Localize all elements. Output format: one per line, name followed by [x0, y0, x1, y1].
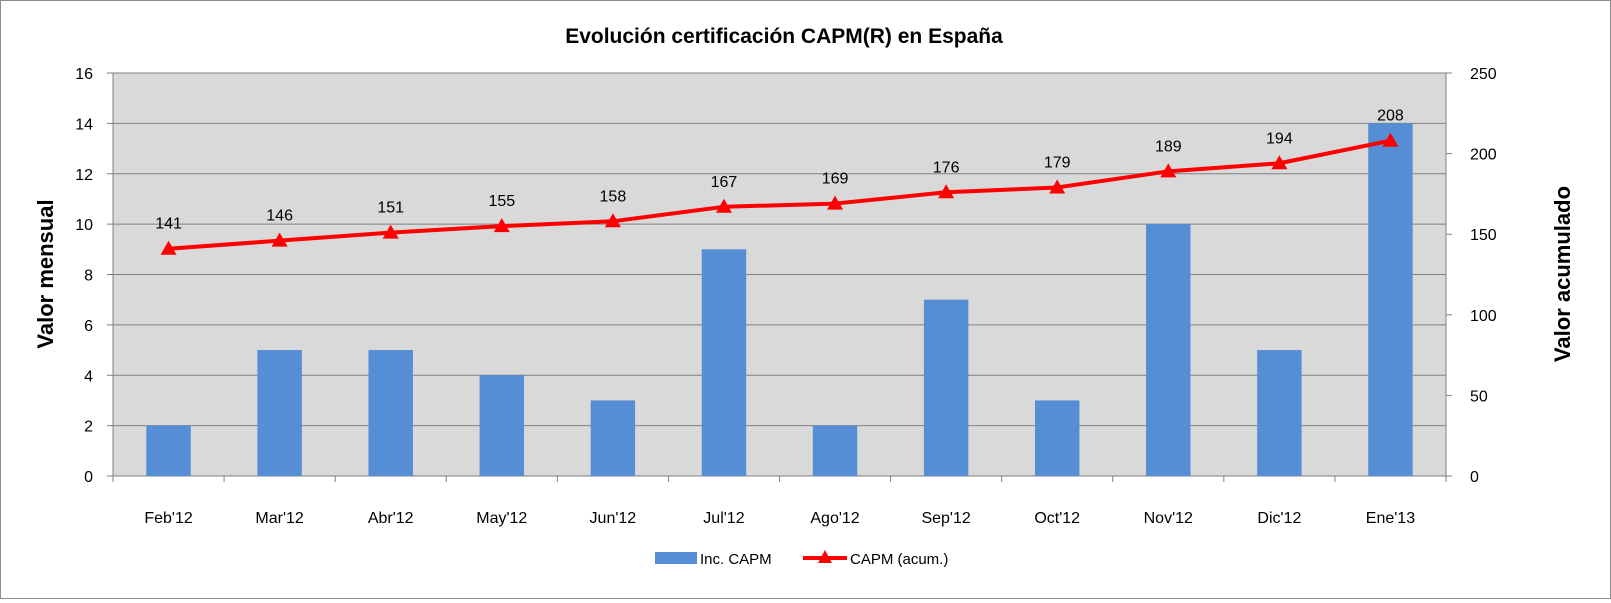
- line-marker: [1049, 179, 1066, 194]
- right-tick-label: 0: [1470, 469, 1479, 486]
- category-label: Abr'12: [368, 510, 414, 527]
- line-data-label: 141: [155, 216, 182, 233]
- line-marker: [715, 198, 732, 213]
- left-tick-label: 8: [84, 268, 93, 285]
- left-tick-label: 2: [84, 419, 93, 436]
- left-tick-label: 14: [75, 116, 93, 133]
- line-data-label: 167: [711, 174, 738, 191]
- line-marker: [382, 224, 399, 239]
- bar: [1257, 350, 1302, 476]
- line-marker: [160, 240, 177, 255]
- left-tick-label: 4: [84, 368, 93, 385]
- left-tick-label: 0: [84, 469, 93, 486]
- category-label: Sep'12: [921, 510, 970, 527]
- category-label: Ene'13: [1366, 510, 1415, 527]
- category-label: Oct'12: [1034, 510, 1080, 527]
- category-label: Dic'12: [1257, 510, 1301, 527]
- line-marker: [1271, 155, 1288, 170]
- line-marker: [604, 213, 621, 228]
- right-tick-label: 200: [1470, 147, 1497, 164]
- category-label: Feb'12: [144, 510, 193, 527]
- legend-bar-swatch: [655, 552, 697, 564]
- category-label: Ago'12: [810, 510, 859, 527]
- bar: [1146, 224, 1191, 476]
- bar: [479, 375, 525, 476]
- bar: [1034, 400, 1080, 476]
- bar: [590, 400, 636, 476]
- left-tick-label: 16: [75, 66, 93, 83]
- category-label: May'12: [476, 510, 527, 527]
- bar: [368, 350, 413, 476]
- line-marker: [493, 218, 510, 233]
- line-data-label: 169: [822, 171, 849, 188]
- right-axis-title: Valor acumulado: [1550, 186, 1575, 362]
- category-label: Nov'12: [1144, 510, 1193, 527]
- legend: Inc. CAPM CAPM (acum.): [655, 550, 948, 568]
- bar: [257, 350, 302, 476]
- right-tick-label: 50: [1470, 388, 1488, 405]
- line-marker: [1382, 132, 1399, 147]
- line-data-label: 155: [488, 193, 515, 210]
- right-tick-label: 250: [1470, 66, 1497, 83]
- line-data-label: 176: [933, 159, 960, 176]
- category-label: Mar'12: [255, 510, 304, 527]
- bar: [701, 249, 747, 476]
- line-data-label: 158: [600, 188, 627, 205]
- left-axis-title: Valor mensual: [33, 199, 58, 348]
- left-tick-label: 12: [75, 167, 93, 184]
- bar: [1368, 123, 1413, 476]
- right-axis-ticks: 0 50 100 150 200 250: [1446, 66, 1497, 486]
- bar: [923, 299, 969, 476]
- line-data-labels: 141 146 151 155 158 167 169 176 179 189 194 208: [155, 108, 1404, 233]
- left-tick-label: 10: [75, 217, 93, 234]
- category-label: Jun'12: [590, 510, 637, 527]
- line-data-label: 179: [1044, 154, 1071, 171]
- category-label: Jul'12: [703, 510, 744, 527]
- category-axis-labels: Feb'12 Mar'12 Abr'12 May'12 Jun'12 Jul'12 Ago'…: [112, 476, 1447, 527]
- line-marker: [827, 195, 844, 210]
- right-tick-label: 150: [1470, 227, 1497, 244]
- line-marker: [1160, 163, 1177, 178]
- line-marker: [271, 232, 288, 247]
- left-axis-ticks: 0 2 4 6 8 10 12 14 16: [75, 66, 113, 486]
- right-tick-label: 100: [1470, 308, 1497, 325]
- line-path: [168, 138, 1391, 251]
- line-series: [160, 132, 1399, 255]
- bar-series: [146, 123, 1413, 476]
- chart-title: Evolución certificación CAPM(R) en Españ…: [565, 25, 1003, 48]
- legend-line-label: CAPM (acum.): [850, 551, 948, 568]
- left-tick-label: 6: [84, 318, 93, 335]
- line-data-label: 146: [266, 208, 293, 225]
- bar: [146, 425, 191, 476]
- bar: [812, 425, 858, 476]
- legend-line-marker: [818, 550, 832, 563]
- line-data-label: 208: [1377, 108, 1404, 125]
- line-data-label: 194: [1266, 130, 1293, 147]
- legend-bar-label: Inc. CAPM: [700, 551, 772, 568]
- line-marker: [938, 184, 955, 199]
- line-data-label: 189: [1155, 138, 1182, 155]
- line-data-label: 151: [377, 200, 404, 217]
